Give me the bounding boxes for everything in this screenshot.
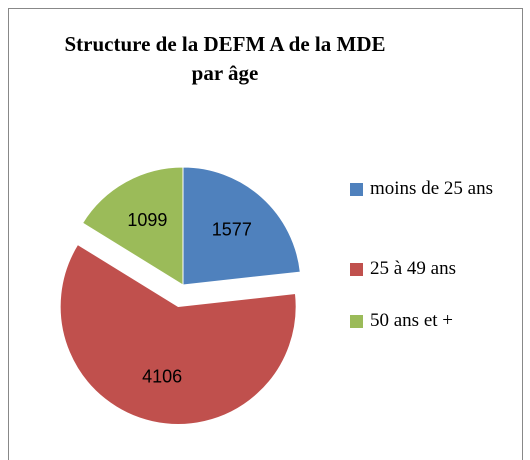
chart-border: [8, 8, 523, 460]
data-label: 1099: [127, 210, 167, 230]
data-label: 4106: [142, 367, 182, 387]
legend-label: 25 à 49 ans: [370, 258, 457, 279]
legend-swatch: [350, 315, 363, 328]
pie-slice: [81, 166, 184, 286]
pie-slice: [182, 166, 301, 286]
pie-slice: [59, 243, 297, 425]
legend-item: 25 à 49 ans: [350, 256, 530, 282]
legend-item: moins de 25 ans: [350, 176, 530, 202]
legend-label: moins de 25 ans: [370, 178, 493, 199]
chart-title: Structure de la DEFM A de la MDE par âge: [64, 32, 386, 85]
data-label: 1577: [212, 219, 252, 239]
legend-swatch: [350, 263, 363, 276]
legend-item: 50 ans et +: [350, 308, 530, 334]
legend-swatch: [350, 183, 363, 196]
legend-label: 50 ans et +: [370, 310, 454, 331]
